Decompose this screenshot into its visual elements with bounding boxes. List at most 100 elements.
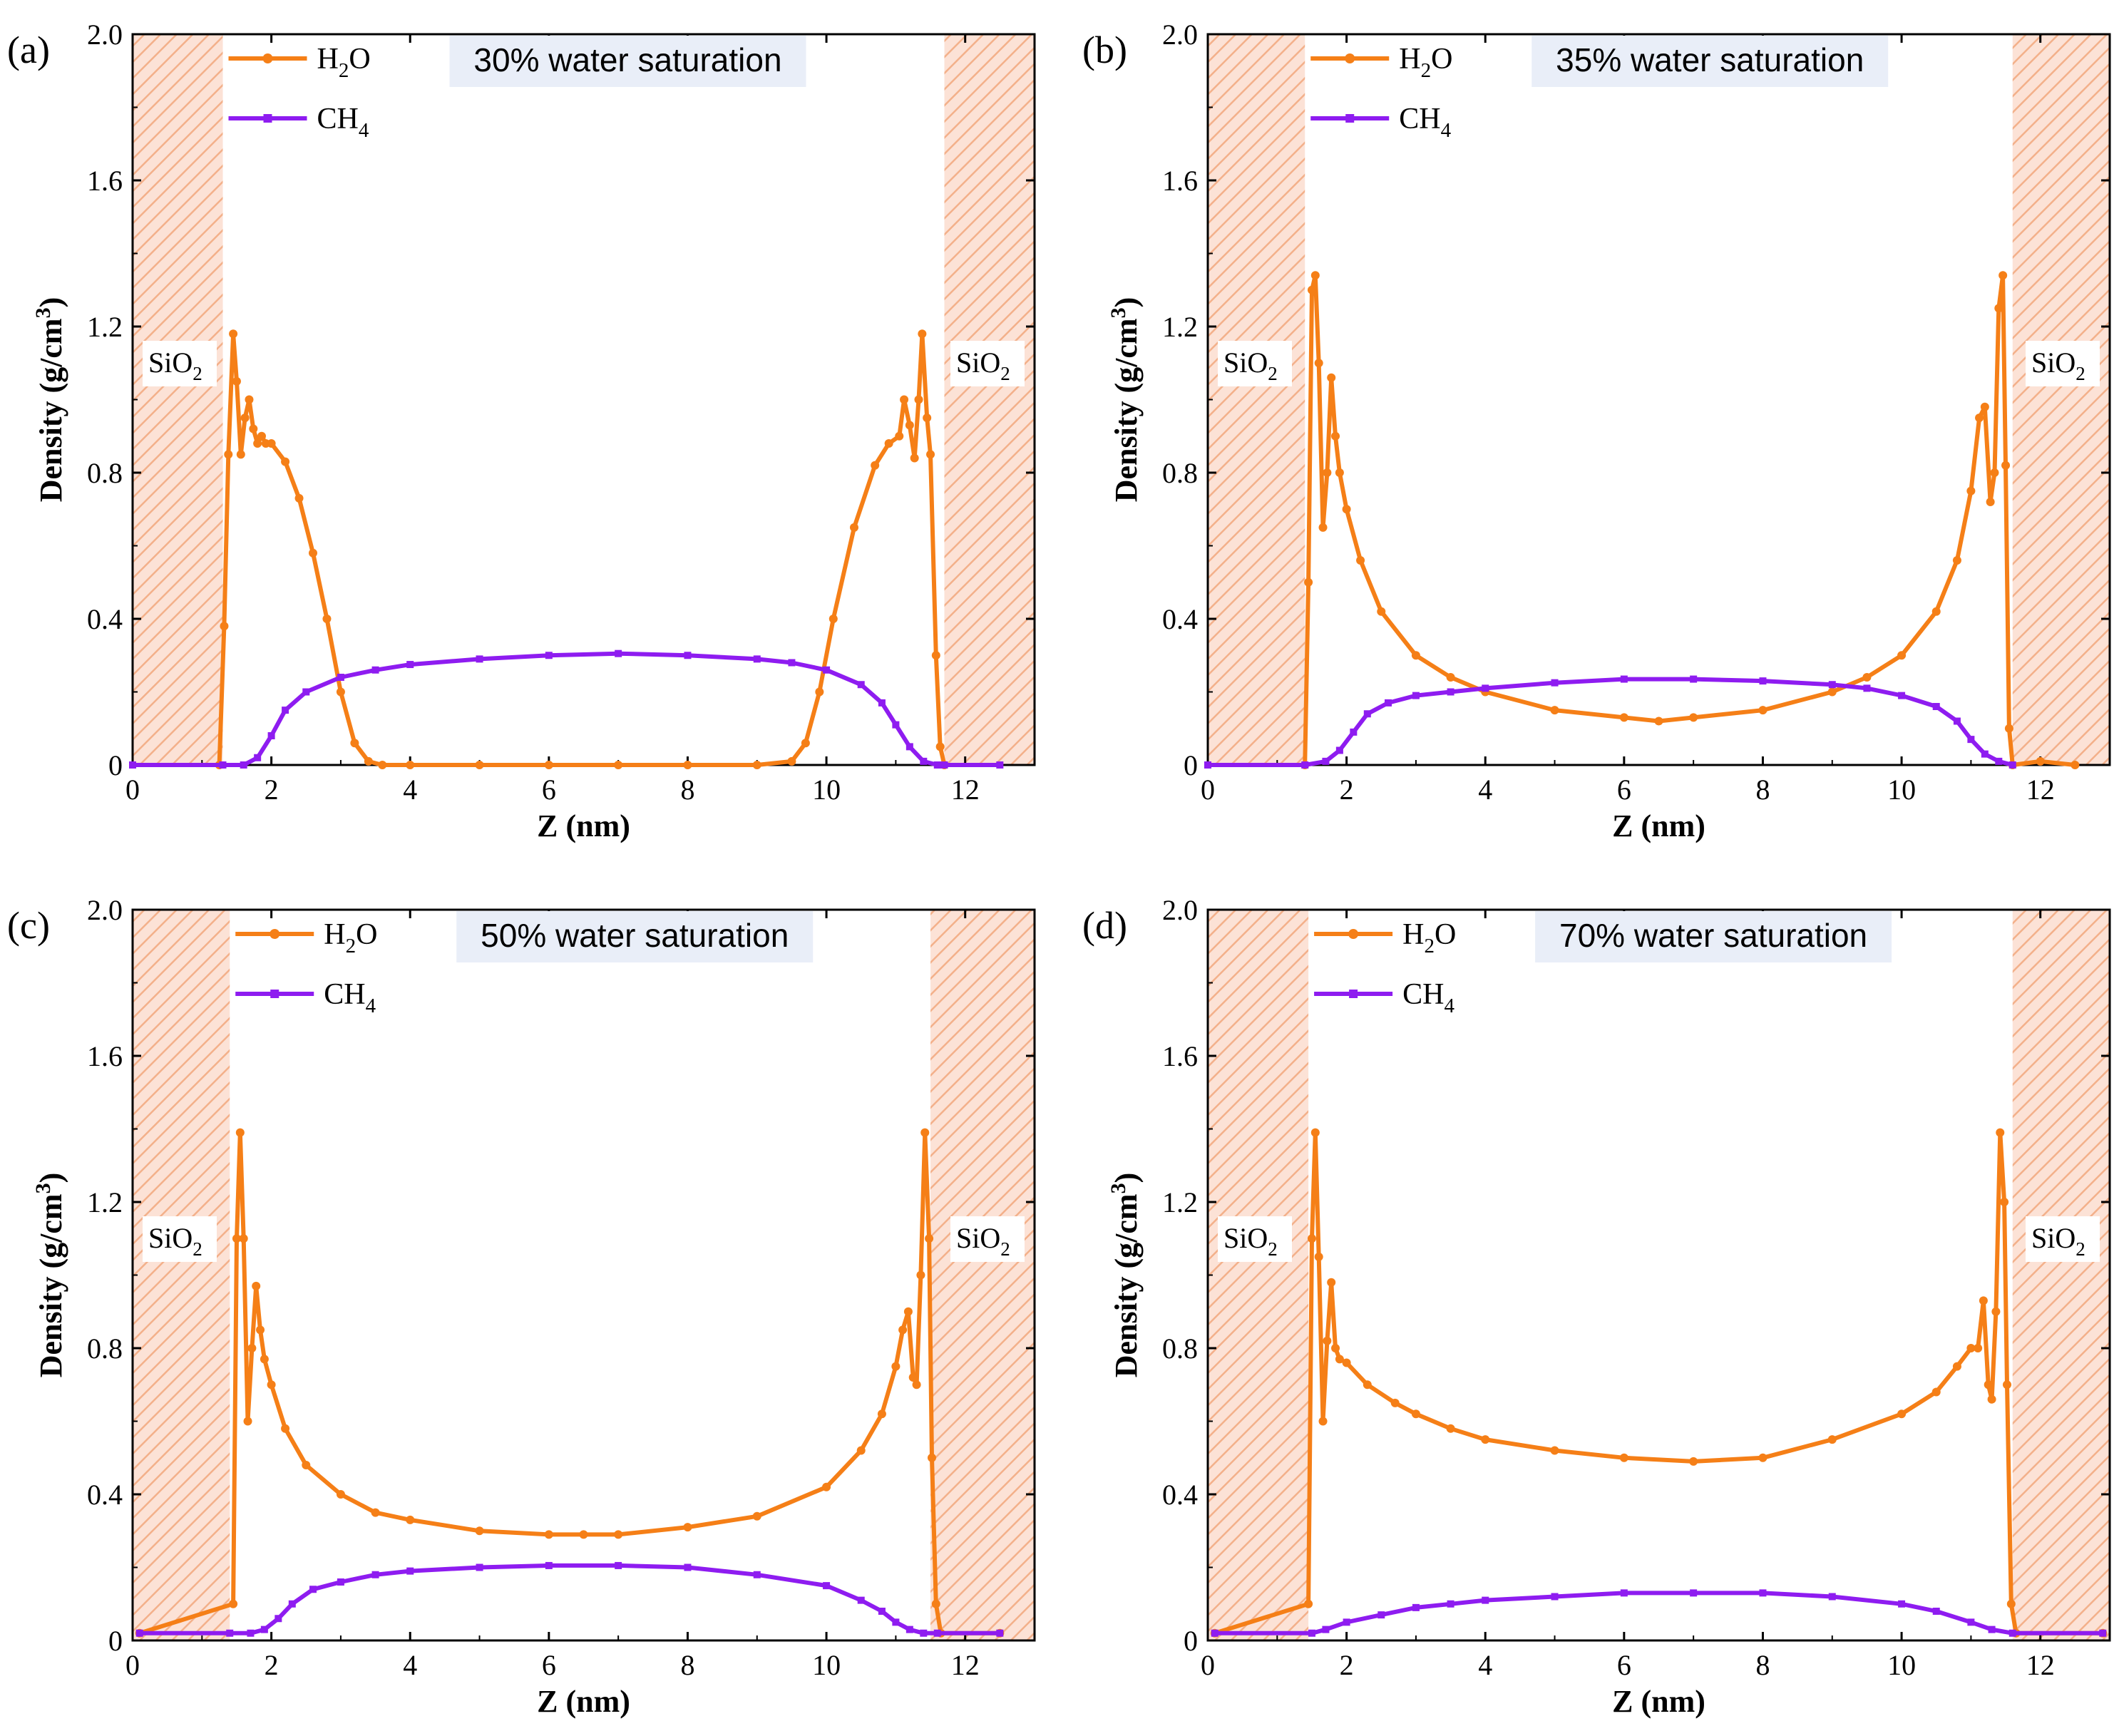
panel-label: (a) (7, 29, 50, 71)
sio2-label-box (950, 341, 1025, 386)
x-tick-label: 12 (951, 1649, 980, 1681)
ch4-data-point (1301, 761, 1309, 769)
h2o-data-point (1619, 713, 1628, 722)
x-tick-label: 4 (403, 1649, 417, 1681)
h2o-data-point (249, 424, 258, 433)
x-tick-label: 12 (2026, 774, 2055, 806)
y-tick-label: 1.2 (87, 1186, 123, 1218)
ch4-data-point (1412, 1603, 1420, 1611)
ch4-data-point (996, 761, 1004, 769)
h2o-data-point (1304, 577, 1313, 587)
h2o-data-point (1481, 1435, 1490, 1444)
h2o-data-point (1342, 1358, 1351, 1367)
y-tick-label: 0.8 (1162, 1332, 1198, 1365)
h2o-data-point (1342, 505, 1351, 514)
ch4-data-point (302, 688, 310, 696)
ch4-data-point (1828, 1593, 1836, 1601)
h2o-data-point (2071, 761, 2080, 769)
h2o-data-point (683, 1523, 692, 1532)
ch4-data-point (337, 1578, 344, 1586)
ch4-data-point (254, 754, 262, 761)
h2o-data-point (871, 461, 880, 470)
ch4-data-point (1898, 1600, 1906, 1608)
h2o-data-point (916, 1270, 925, 1280)
ch4-data-point (219, 761, 227, 769)
h2o-data-point (1897, 651, 1907, 660)
sio2-label-box (143, 1216, 217, 1262)
h2o-data-point (1827, 1435, 1837, 1444)
chart-title: 35% water saturation (1556, 41, 1864, 78)
h2o-data-point (281, 1424, 290, 1433)
ch4-data-point (1322, 757, 1330, 765)
legend-ch4-label: CH4 (324, 978, 376, 1017)
sio2-label: SiO2 (148, 1222, 202, 1260)
h2o-data-point (923, 414, 932, 423)
legend-h2o-marker (262, 53, 273, 63)
h2o-data-point (910, 453, 919, 463)
h2o-data-point (1307, 1234, 1316, 1243)
y-axis-label: Density (g/cm3) (1107, 1173, 1144, 1378)
sio2-label-box (2026, 1216, 2100, 1262)
x-tick-label: 6 (542, 1649, 556, 1681)
h2o-data-point (252, 1281, 261, 1290)
ch4-data-point (1308, 1629, 1315, 1637)
h2o-data-point (918, 329, 927, 339)
ch4-data-point (940, 761, 948, 769)
ch4-data-point (1447, 688, 1454, 696)
ch4-data-point (1204, 761, 1211, 769)
title-box (456, 911, 814, 962)
x-tick-label: 10 (812, 1649, 841, 1681)
h2o-data-point (267, 1380, 276, 1390)
ch4-data-point (275, 1615, 282, 1623)
x-tick-label: 6 (1617, 774, 1631, 806)
ch4-data-point (615, 649, 622, 657)
legend-h2o-label: H2O (324, 918, 377, 957)
h2o-data-point (1327, 1278, 1336, 1287)
ch4-data-point (2099, 1629, 2107, 1637)
h2o-data-point (229, 1599, 238, 1608)
x-tick-label: 10 (812, 774, 841, 806)
y-tick-label: 1.6 (87, 1040, 123, 1072)
x-tick-label: 12 (951, 774, 980, 806)
ch4-data-point (247, 1629, 255, 1637)
x-tick-label: 2 (1340, 774, 1354, 806)
sio2-wall-region (930, 910, 1035, 1640)
h2o-data-point (1952, 556, 1961, 565)
ch4-data-point (371, 666, 379, 674)
ch4-data-point (1988, 1625, 1996, 1633)
x-tick-label: 8 (1755, 1649, 1770, 1681)
ch4-data-point (615, 1561, 622, 1569)
h2o-data-point (914, 395, 923, 404)
ch4-data-point (823, 1582, 831, 1590)
sio2-wall-region (2012, 910, 2110, 1640)
legend-ch4-label: CH4 (1402, 978, 1454, 1017)
h2o-data-point (903, 1307, 913, 1316)
y-tick-label: 0.8 (87, 1332, 123, 1365)
h2o-data-point (877, 1409, 886, 1419)
h2o-data-point (260, 1355, 269, 1364)
h2o-data-point (1952, 1362, 1961, 1371)
y-axis-label: Density (g/cm3) (31, 1173, 68, 1378)
sio2-wall-region (133, 34, 223, 765)
h2o-data-point (1307, 285, 1316, 294)
x-tick-label: 2 (265, 774, 279, 806)
h2o-data-point (240, 414, 250, 423)
sio2-wall-region (1208, 910, 1309, 1640)
x-tick-label: 8 (680, 774, 694, 806)
h2o-data-point (1689, 1457, 1698, 1466)
ch4-data-point (337, 674, 344, 681)
y-tick-label: 2.0 (1162, 894, 1198, 926)
sio2-wall-region (2012, 34, 2110, 765)
h2o-data-point (822, 1482, 831, 1491)
ch4-data-point (1967, 736, 1975, 744)
title-box (1531, 36, 1889, 87)
sio2-label-box (950, 1216, 1025, 1262)
legend-ch4-marker (270, 990, 279, 998)
y-tick-label: 1.2 (87, 311, 123, 343)
h2o-data-point (1758, 1453, 1767, 1462)
h2o-data-point (1758, 706, 1767, 715)
h2o-data-point (1377, 607, 1386, 616)
ch4-data-point (1385, 699, 1392, 707)
y-tick-label: 2.0 (87, 894, 123, 926)
h2o-data-point (1363, 1380, 1372, 1390)
